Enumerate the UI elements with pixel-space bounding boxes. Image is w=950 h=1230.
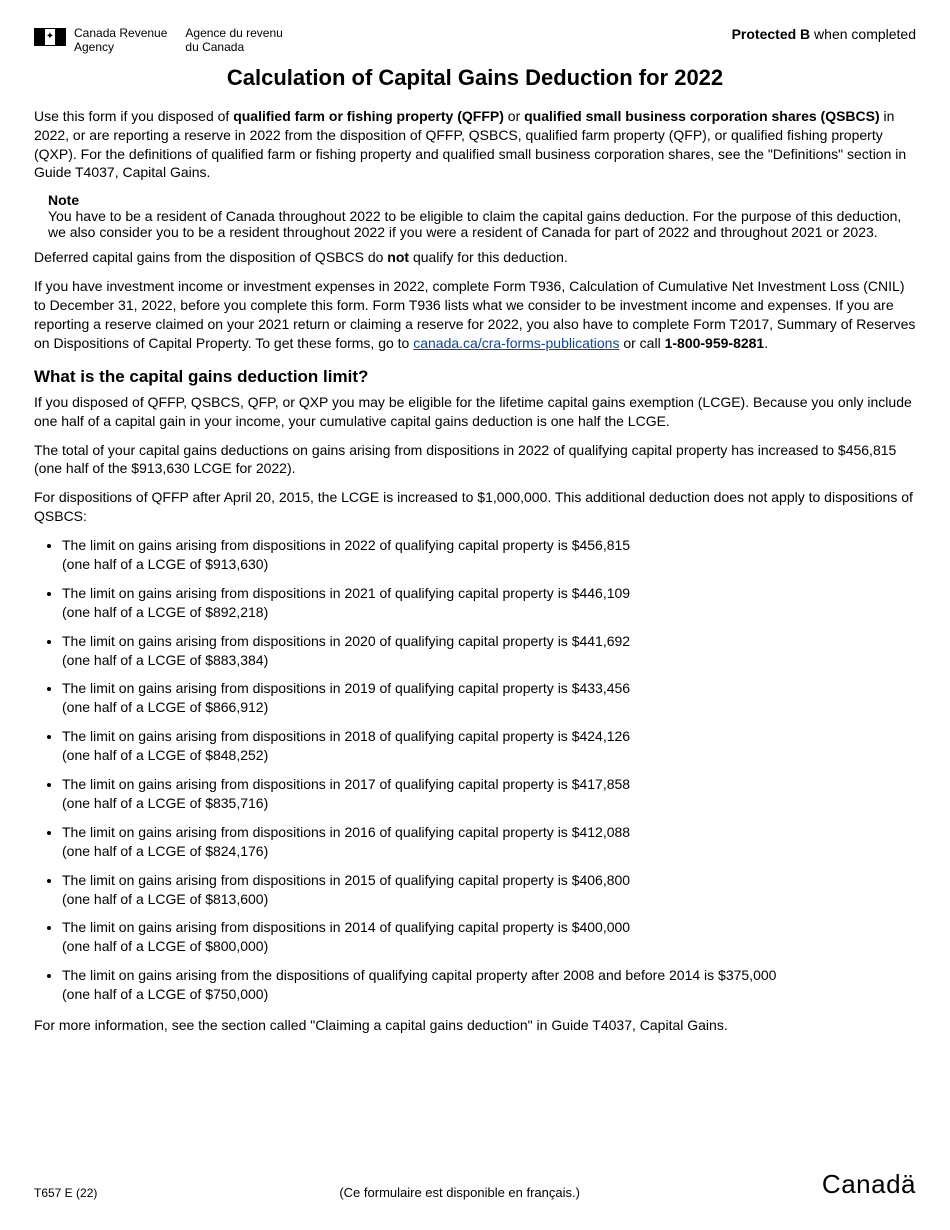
agency-names: Canada Revenue Agency Agence du revenu d… [74,26,283,55]
limit-item: The limit on gains arising from disposit… [62,536,916,574]
agency-name-fr: Agence du revenu du Canada [185,26,282,55]
deferred-not: not [387,249,409,265]
limit-line1: The limit on gains arising from disposit… [62,919,630,935]
limit-line1: The limit on gains arising from disposit… [62,633,630,649]
maple-leaf-icon: ✦ [46,32,54,42]
limit-p2: The total of your capital gains deductio… [34,441,916,479]
limit-p3: For dispositions of QFFP after April 20,… [34,488,916,526]
limit-line2: (one half of a LCGE of $848,252) [62,747,268,763]
limit-line1: The limit on gains arising from disposit… [62,728,630,744]
limit-line1: The limit on gains arising from disposit… [62,872,630,888]
forms-link[interactable]: canada.ca/cra-forms-publications [413,335,619,351]
page-header: ✦ Canada Revenue Agency Agence du revenu… [34,26,916,55]
agency-signature: ✦ Canada Revenue Agency Agence du revenu… [34,26,283,55]
intro-text-c: or [504,108,524,124]
note-label: Note [48,192,916,208]
intro-text-a: Use this form if you disposed of [34,108,233,124]
limit-line2: (one half of a LCGE of $913,630) [62,556,268,572]
intro-bold-qffp: qualified farm or fishing property (QFFP… [233,108,504,124]
limit-line2: (one half of a LCGE of $892,218) [62,604,268,620]
limit-line2: (one half of a LCGE of $866,912) [62,699,268,715]
canada-wordmark: Canadä [822,1169,916,1200]
french-availability: (Ce formulaire est disponible en françai… [97,1185,822,1200]
limit-line1: The limit on gains arising from disposit… [62,585,630,601]
more-info: For more information, see the section ca… [34,1016,916,1035]
limit-line1: The limit on gains arising from the disp… [62,967,776,983]
limit-item: The limit on gains arising from disposit… [62,918,916,956]
limit-heading: What is the capital gains deduction limi… [34,367,916,387]
agency-name-en: Canada Revenue Agency [74,26,167,55]
limit-item: The limit on gains arising from disposit… [62,584,916,622]
limit-line1: The limit on gains arising from disposit… [62,776,630,792]
limit-item: The limit on gains arising from disposit… [62,775,916,813]
limit-line2: (one half of a LCGE of $883,384) [62,652,268,668]
limit-line2: (one half of a LCGE of $813,600) [62,891,268,907]
limit-line1: The limit on gains arising from disposit… [62,680,630,696]
intro-bold-qsbcs: qualified small business corporation sha… [524,108,880,124]
page-footer: T657 E (22) (Ce formulaire est disponibl… [34,1169,916,1200]
intro-paragraph: Use this form if you disposed of qualifi… [34,107,916,183]
wordmark-text: Canadä [822,1169,916,1200]
t936-c: . [764,335,768,351]
deferred-a: Deferred capital gains from the disposit… [34,249,387,265]
limit-item: The limit on gains arising from disposit… [62,871,916,909]
agency-fr-line2: du Canada [185,40,282,54]
limit-item: The limit on gains arising from disposit… [62,632,916,670]
limit-item: The limit on gains arising from disposit… [62,679,916,717]
form-page: ✦ Canada Revenue Agency Agence du revenu… [0,0,950,1230]
agency-en-line2: Agency [74,40,167,54]
limit-line2: (one half of a LCGE of $824,176) [62,843,268,859]
protected-suffix: when completed [810,26,916,42]
limit-line2: (one half of a LCGE of $750,000) [62,986,268,1002]
limit-item: The limit on gains arising from the disp… [62,966,916,1004]
t936-paragraph: If you have investment income or investm… [34,277,916,353]
limit-line2: (one half of a LCGE of $800,000) [62,938,268,954]
limits-list: The limit on gains arising from disposit… [34,536,916,1004]
limit-line1: The limit on gains arising from disposit… [62,824,630,840]
deferred-c: qualify for this deduction. [409,249,568,265]
note-text: You have to be a resident of Canada thro… [48,208,916,240]
agency-fr-line1: Agence du revenu [185,26,282,40]
page-title: Calculation of Capital Gains Deduction f… [34,65,916,91]
limit-line2: (one half of a LCGE of $835,716) [62,795,268,811]
t936-b: or call [619,335,664,351]
canada-flag-icon: ✦ [34,28,66,46]
limit-item: The limit on gains arising from disposit… [62,727,916,765]
phone-number: 1-800-959-8281 [665,335,765,351]
deferred-paragraph: Deferred capital gains from the disposit… [34,248,916,267]
note-block: Note You have to be a resident of Canada… [48,192,916,240]
protected-marking: Protected B when completed [732,26,916,42]
limit-line1: The limit on gains arising from disposit… [62,537,630,553]
form-id: T657 E (22) [34,1186,97,1200]
agency-en-line1: Canada Revenue [74,26,167,40]
limit-item: The limit on gains arising from disposit… [62,823,916,861]
limit-p1: If you disposed of QFFP, QSBCS, QFP, or … [34,393,916,431]
protected-level: Protected B [732,26,811,42]
